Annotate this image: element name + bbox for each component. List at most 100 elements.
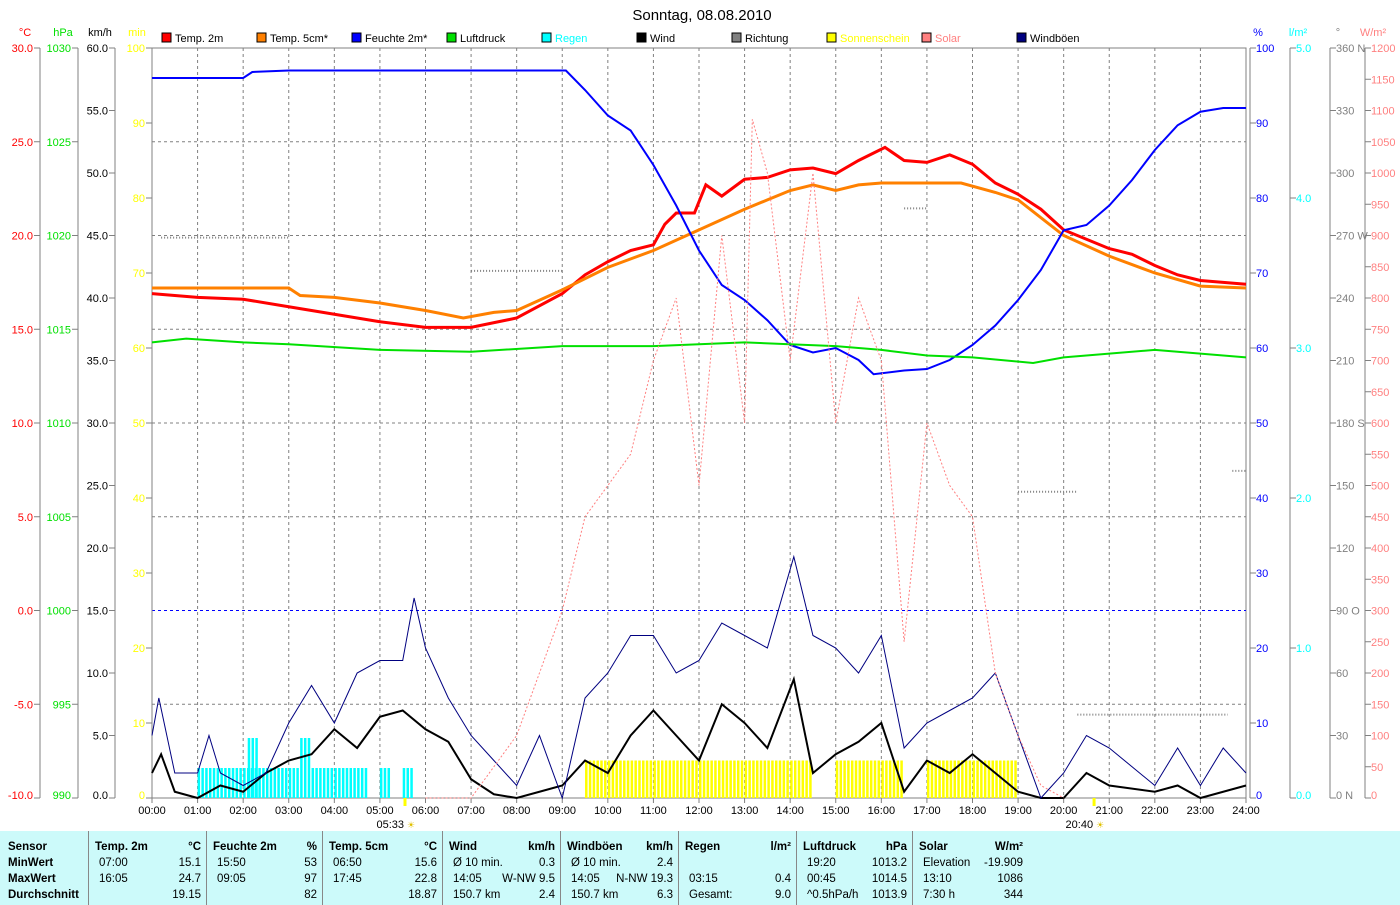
rain-bar	[227, 768, 231, 798]
sunshine-bar	[585, 760, 588, 798]
stats-cell-time: 7:30 h	[923, 889, 955, 901]
stats-row: 00:45 1014.5	[797, 871, 913, 887]
sunshine-tick-label: 10	[133, 718, 145, 730]
stats-cell-time: 00:45	[807, 873, 836, 885]
legend-item: Temp. 2m	[175, 33, 223, 45]
temp-tick-label: 5.0	[18, 512, 33, 524]
stats-cell-value: 0.3	[539, 857, 555, 869]
series-temp-5cm-	[152, 181, 1247, 320]
sunshine-bar	[725, 760, 729, 798]
rain-bar	[197, 768, 201, 798]
rain-bar	[220, 768, 223, 798]
rain-bar	[311, 768, 315, 798]
rain-bar	[379, 768, 383, 798]
rain-bar	[216, 768, 220, 798]
sunshine-tick-label: 0	[139, 790, 145, 802]
stats-row: 82	[207, 887, 323, 903]
x-tick-label: 14:00	[776, 805, 804, 817]
stats-row: 14:05 W-NW 9.5	[443, 871, 561, 887]
x-tick-label: 16:00	[868, 805, 896, 817]
humidity-tick-label: 10	[1256, 718, 1268, 730]
rain-bar	[292, 768, 296, 798]
x-tick-label: 02:00	[229, 805, 257, 817]
stats-row: 7:30 h 344	[913, 887, 1029, 903]
rain-tick-label: 5.0	[1296, 43, 1311, 55]
sunshine-bar	[980, 760, 983, 798]
solar-tick-label: 50	[1371, 762, 1383, 774]
sunrise-label: 05:33	[376, 819, 404, 831]
rain-bar	[243, 768, 246, 798]
x-tick-label: 05:00	[366, 805, 394, 817]
stats-cell-time: 150.7 km	[571, 889, 619, 901]
solar-tick-label: 1150	[1371, 74, 1395, 86]
rain-bar	[235, 768, 239, 798]
wind-tick-label: 55.0	[87, 106, 108, 118]
sunshine-bar	[695, 760, 698, 798]
rain-tick-label: 0.0	[1296, 790, 1311, 802]
rain-tick-label: 3.0	[1296, 343, 1311, 355]
rain-tick-label: 2.0	[1296, 493, 1311, 505]
solar-tick-label: 1100	[1371, 106, 1395, 118]
rain-bar	[281, 768, 284, 798]
sunshine-tick-label: 60	[133, 343, 145, 355]
rain-bar	[247, 738, 251, 798]
stats-cell-value: 22.8	[414, 873, 437, 885]
rain-bar	[212, 768, 216, 798]
stats-cell-value: 2.4	[539, 889, 555, 901]
stats-cell-time: Ø 10 min.	[571, 857, 621, 869]
stats-row: Ø 10 min. 0.3	[443, 855, 561, 871]
sunshine-bar	[900, 760, 903, 798]
sunshine-bar	[676, 760, 679, 798]
humidity-tick-label: 30	[1256, 568, 1268, 580]
sunshine-bar	[657, 760, 660, 798]
x-tick-label: 10:00	[594, 805, 622, 817]
stats-header-name: Luftdruck	[803, 841, 857, 853]
humidity-tick-label: 70	[1256, 268, 1268, 280]
stats-row: Sensor	[2, 839, 88, 855]
humidity-tick-label: 100	[1256, 43, 1274, 55]
legend-item: Sonnenschein	[840, 33, 910, 45]
sunshine-bar	[740, 760, 744, 798]
sunset-sun-icon: ☀	[1096, 820, 1104, 830]
solar-tick-label: 700	[1371, 356, 1389, 368]
direction-tick-label: 360 N	[1336, 43, 1365, 55]
sunshine-bar	[801, 760, 805, 798]
rain-bar	[315, 768, 318, 798]
sunshine-bar	[592, 760, 596, 798]
rain-bar	[300, 738, 303, 798]
solar-tick-label: 600	[1371, 418, 1389, 430]
wind-tick-label: 20.0	[87, 543, 108, 555]
sunshine-bar	[755, 760, 759, 798]
solar-tick-label: 0	[1371, 790, 1377, 802]
rain-bar	[360, 768, 364, 798]
stats-column: Wind km/h Ø 10 min. 0.3 14:05 W-NW 9.5 150.7 k…	[442, 831, 561, 905]
pressure-tick-label: 995	[53, 699, 71, 711]
x-tick-label: 08:00	[503, 805, 531, 817]
stats-header: Windböen km/h	[561, 839, 679, 855]
legend-item: Richtung	[745, 33, 788, 45]
series-windb-en	[151, 554, 1247, 800]
x-tick-label: 19:00	[1004, 805, 1032, 817]
direction-tick-label: 210	[1336, 356, 1354, 368]
stats-label: Sensor	[8, 841, 47, 853]
solar-tick-label: 800	[1371, 293, 1389, 305]
stats-row: 07:00 15.1	[89, 855, 207, 871]
stats-header-name: Wind	[449, 841, 477, 853]
solar-tick-label: 750	[1371, 324, 1389, 336]
stats-header-name: Temp. 5cm	[329, 841, 389, 853]
stats-cell-time: Gesamt:	[689, 889, 733, 901]
stats-header: Regen l/m²	[679, 839, 797, 855]
sunshine-bar	[782, 760, 786, 798]
stats-cell-value: 19.15	[172, 889, 201, 901]
rain-bar	[383, 768, 387, 798]
rain-bar	[277, 768, 280, 798]
x-tick-label: 24:00	[1232, 805, 1260, 817]
stats-column: Temp. 5cm °C 06:50 15.6 17:45 22.8 18.87	[322, 831, 443, 905]
sunshine-tick-label: 40	[133, 493, 145, 505]
rain-bar	[326, 768, 330, 798]
temp-axis-unit: °C	[19, 27, 31, 39]
stats-row: 16:05 24.7	[89, 871, 207, 887]
rain-bar	[349, 768, 353, 798]
humidity-tick-label: 40	[1256, 493, 1268, 505]
sunshine-bar	[718, 760, 721, 798]
